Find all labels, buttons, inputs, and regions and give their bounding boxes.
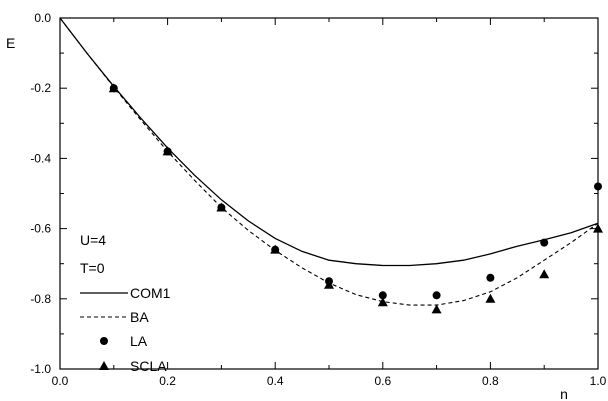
- data-point-scla: [593, 223, 603, 233]
- y-tick-label: -0.2: [30, 81, 51, 95]
- data-point-la: [378, 291, 387, 300]
- data-point-scla: [324, 279, 334, 289]
- x-tick-label: 0.8: [482, 374, 499, 388]
- data-point-scla: [431, 304, 442, 314]
- legend-label-com1: COM1: [130, 285, 171, 301]
- data-point-la: [432, 291, 441, 300]
- data-point-la: [594, 182, 602, 191]
- annotation-t: T=0: [80, 260, 105, 276]
- legend-label-ba: BA: [130, 309, 149, 325]
- x-axis-label: n: [560, 386, 568, 401]
- data-point-scla: [377, 297, 388, 307]
- data-point-la: [486, 273, 495, 282]
- y-axis-label: E: [6, 35, 15, 51]
- y-tick-label: 0.0: [34, 11, 51, 25]
- plot-series: [59, 17, 603, 314]
- y-tick-label: -1.0: [30, 362, 51, 376]
- legend-label-scla: SCLA: [130, 358, 167, 374]
- legend-symbol-la: [100, 337, 108, 345]
- series-line-ba: [59, 17, 599, 306]
- x-tick-label: 0.4: [267, 374, 284, 388]
- data-point-la: [540, 238, 549, 247]
- annotation-u: U=4: [80, 232, 106, 248]
- legend: U=4 T=0 COM1 BA LA SCLA: [80, 232, 171, 374]
- data-point-scla: [162, 146, 173, 156]
- legend-symbol-scla: [99, 361, 109, 370]
- data-point-scla: [539, 269, 550, 279]
- y-tick-label: -0.8: [30, 292, 51, 306]
- y-tick-label: -0.6: [30, 222, 51, 236]
- x-tick-label: 0.2: [159, 374, 176, 388]
- legend-label-la: LA: [130, 333, 148, 349]
- data-point-scla: [108, 83, 119, 93]
- data-point-scla: [216, 202, 227, 212]
- x-tick-label: 0.0: [52, 374, 69, 388]
- data-point-scla: [270, 244, 281, 254]
- y-tick-label: -0.4: [30, 151, 51, 165]
- series-line-com1: [59, 17, 599, 267]
- data-point-scla: [485, 293, 496, 303]
- axes: 0.0 0.2 0.4 0.6 0.8 1.0 0.0 -0.2 -0.4 -0.6 -0.8 -1.…: [30, 11, 606, 388]
- x-tick-label: 0.6: [374, 374, 391, 388]
- x-tick-label: 1.0: [590, 374, 607, 388]
